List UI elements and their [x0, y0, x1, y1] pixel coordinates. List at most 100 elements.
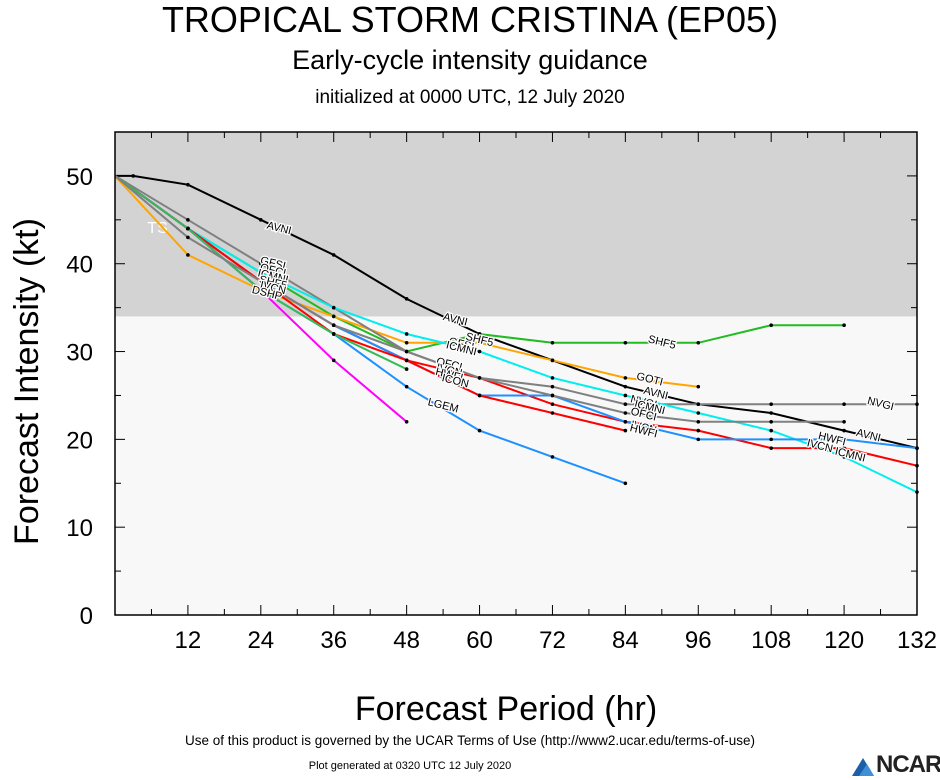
tropical-storm-band-label: TS — [147, 220, 167, 237]
data-point — [550, 358, 555, 363]
data-point — [550, 411, 555, 415]
y-tick-label: 50 — [66, 164, 93, 191]
data-point — [186, 218, 190, 222]
data-point — [550, 340, 555, 345]
series-line-ofci — [114, 175, 626, 432]
data-point — [769, 428, 773, 433]
series-goti — [114, 175, 701, 389]
data-point — [842, 455, 846, 459]
data-point — [259, 279, 263, 284]
y-tick-label: 40 — [66, 252, 93, 279]
data-point — [477, 340, 482, 345]
data-point — [696, 402, 701, 407]
x-tick-label: 120 — [824, 627, 864, 654]
data-point — [186, 182, 190, 187]
tropical-storm-band — [115, 132, 917, 317]
chart-title: TROPICAL STORM CRISTINA (EP05) — [161, 0, 779, 40]
data-point — [477, 428, 482, 433]
data-point — [331, 358, 336, 363]
data-point — [404, 420, 409, 424]
data-point — [477, 332, 482, 336]
x-tick-label: 108 — [751, 627, 791, 654]
data-point — [404, 340, 409, 345]
ncar-logo-text: NCAR — [876, 751, 940, 778]
plot-generated-text: Plot generated at 0320 UTC 12 July 2020 — [308, 760, 512, 772]
data-point — [842, 446, 846, 450]
x-tick-label: 36 — [320, 627, 347, 654]
series-icmni — [114, 175, 919, 494]
data-point — [331, 314, 336, 319]
data-point — [842, 428, 846, 433]
data-point — [550, 384, 555, 389]
data-point — [259, 218, 263, 222]
data-point — [769, 437, 773, 442]
ncar-logo: NCAR — [850, 751, 940, 778]
data-point — [259, 261, 263, 266]
data-point — [623, 384, 628, 389]
data-point — [331, 332, 336, 336]
data-point — [331, 305, 336, 310]
y-axis-label: Forecast Intensity (kt) — [8, 218, 46, 545]
data-point — [550, 455, 555, 459]
data-point — [186, 235, 190, 240]
x-tick-label: 60 — [466, 627, 493, 654]
x-tick-label: 24 — [247, 627, 274, 654]
x-tick-label: 96 — [685, 627, 712, 654]
ncar-logo-icon — [852, 758, 874, 776]
data-point — [131, 174, 136, 178]
series-gfsi — [114, 175, 846, 424]
data-point — [259, 270, 263, 275]
x-axis-label: Forecast Period (hr) — [355, 690, 657, 728]
data-point — [769, 323, 773, 328]
chart-init-time: initialized at 0000 UTC, 12 July 2020 — [315, 87, 625, 108]
data-point — [623, 393, 628, 398]
data-point — [769, 411, 773, 415]
data-point — [404, 297, 409, 301]
y-tick-label: 10 — [66, 515, 93, 542]
x-tick-label: 48 — [393, 627, 420, 654]
data-point — [696, 428, 701, 433]
x-tick-label: 132 — [897, 627, 937, 654]
series-icon — [114, 175, 409, 371]
data-point — [550, 402, 555, 407]
terms-of-use-text: Use of this product is governed by the U… — [185, 733, 755, 748]
data-point — [331, 323, 336, 328]
data-point — [623, 420, 628, 424]
series-line-nvgi — [114, 175, 917, 406]
x-tick-label: 84 — [612, 627, 639, 654]
data-point — [623, 340, 628, 345]
data-point — [769, 446, 773, 450]
data-point — [404, 358, 409, 363]
data-point — [477, 349, 482, 354]
data-point — [623, 376, 628, 380]
data-point — [623, 402, 628, 407]
x-tick-label: 12 — [175, 627, 202, 654]
data-point — [477, 393, 482, 398]
data-point — [404, 367, 409, 371]
data-point — [186, 226, 190, 231]
data-point — [550, 393, 555, 398]
chart-subtitle: Early-cycle intensity guidance — [292, 45, 648, 75]
data-point — [623, 428, 628, 433]
data-point — [769, 402, 773, 407]
data-point — [696, 437, 701, 442]
data-point — [331, 253, 336, 257]
data-point — [404, 332, 409, 336]
data-point — [842, 402, 846, 407]
plot-frame — [114, 131, 918, 616]
data-point — [696, 420, 701, 424]
data-point — [842, 323, 846, 328]
data-point — [623, 411, 628, 415]
data-point — [186, 253, 190, 257]
y-tick-label: 0 — [80, 603, 93, 630]
data-point — [477, 376, 482, 380]
y-tick-label: 20 — [66, 427, 93, 454]
data-point — [623, 481, 628, 486]
data-point — [696, 411, 701, 415]
x-tick-label: 72 — [539, 627, 566, 654]
data-point — [769, 420, 773, 424]
data-point — [842, 420, 846, 424]
data-point — [696, 384, 701, 389]
data-point — [404, 384, 409, 389]
